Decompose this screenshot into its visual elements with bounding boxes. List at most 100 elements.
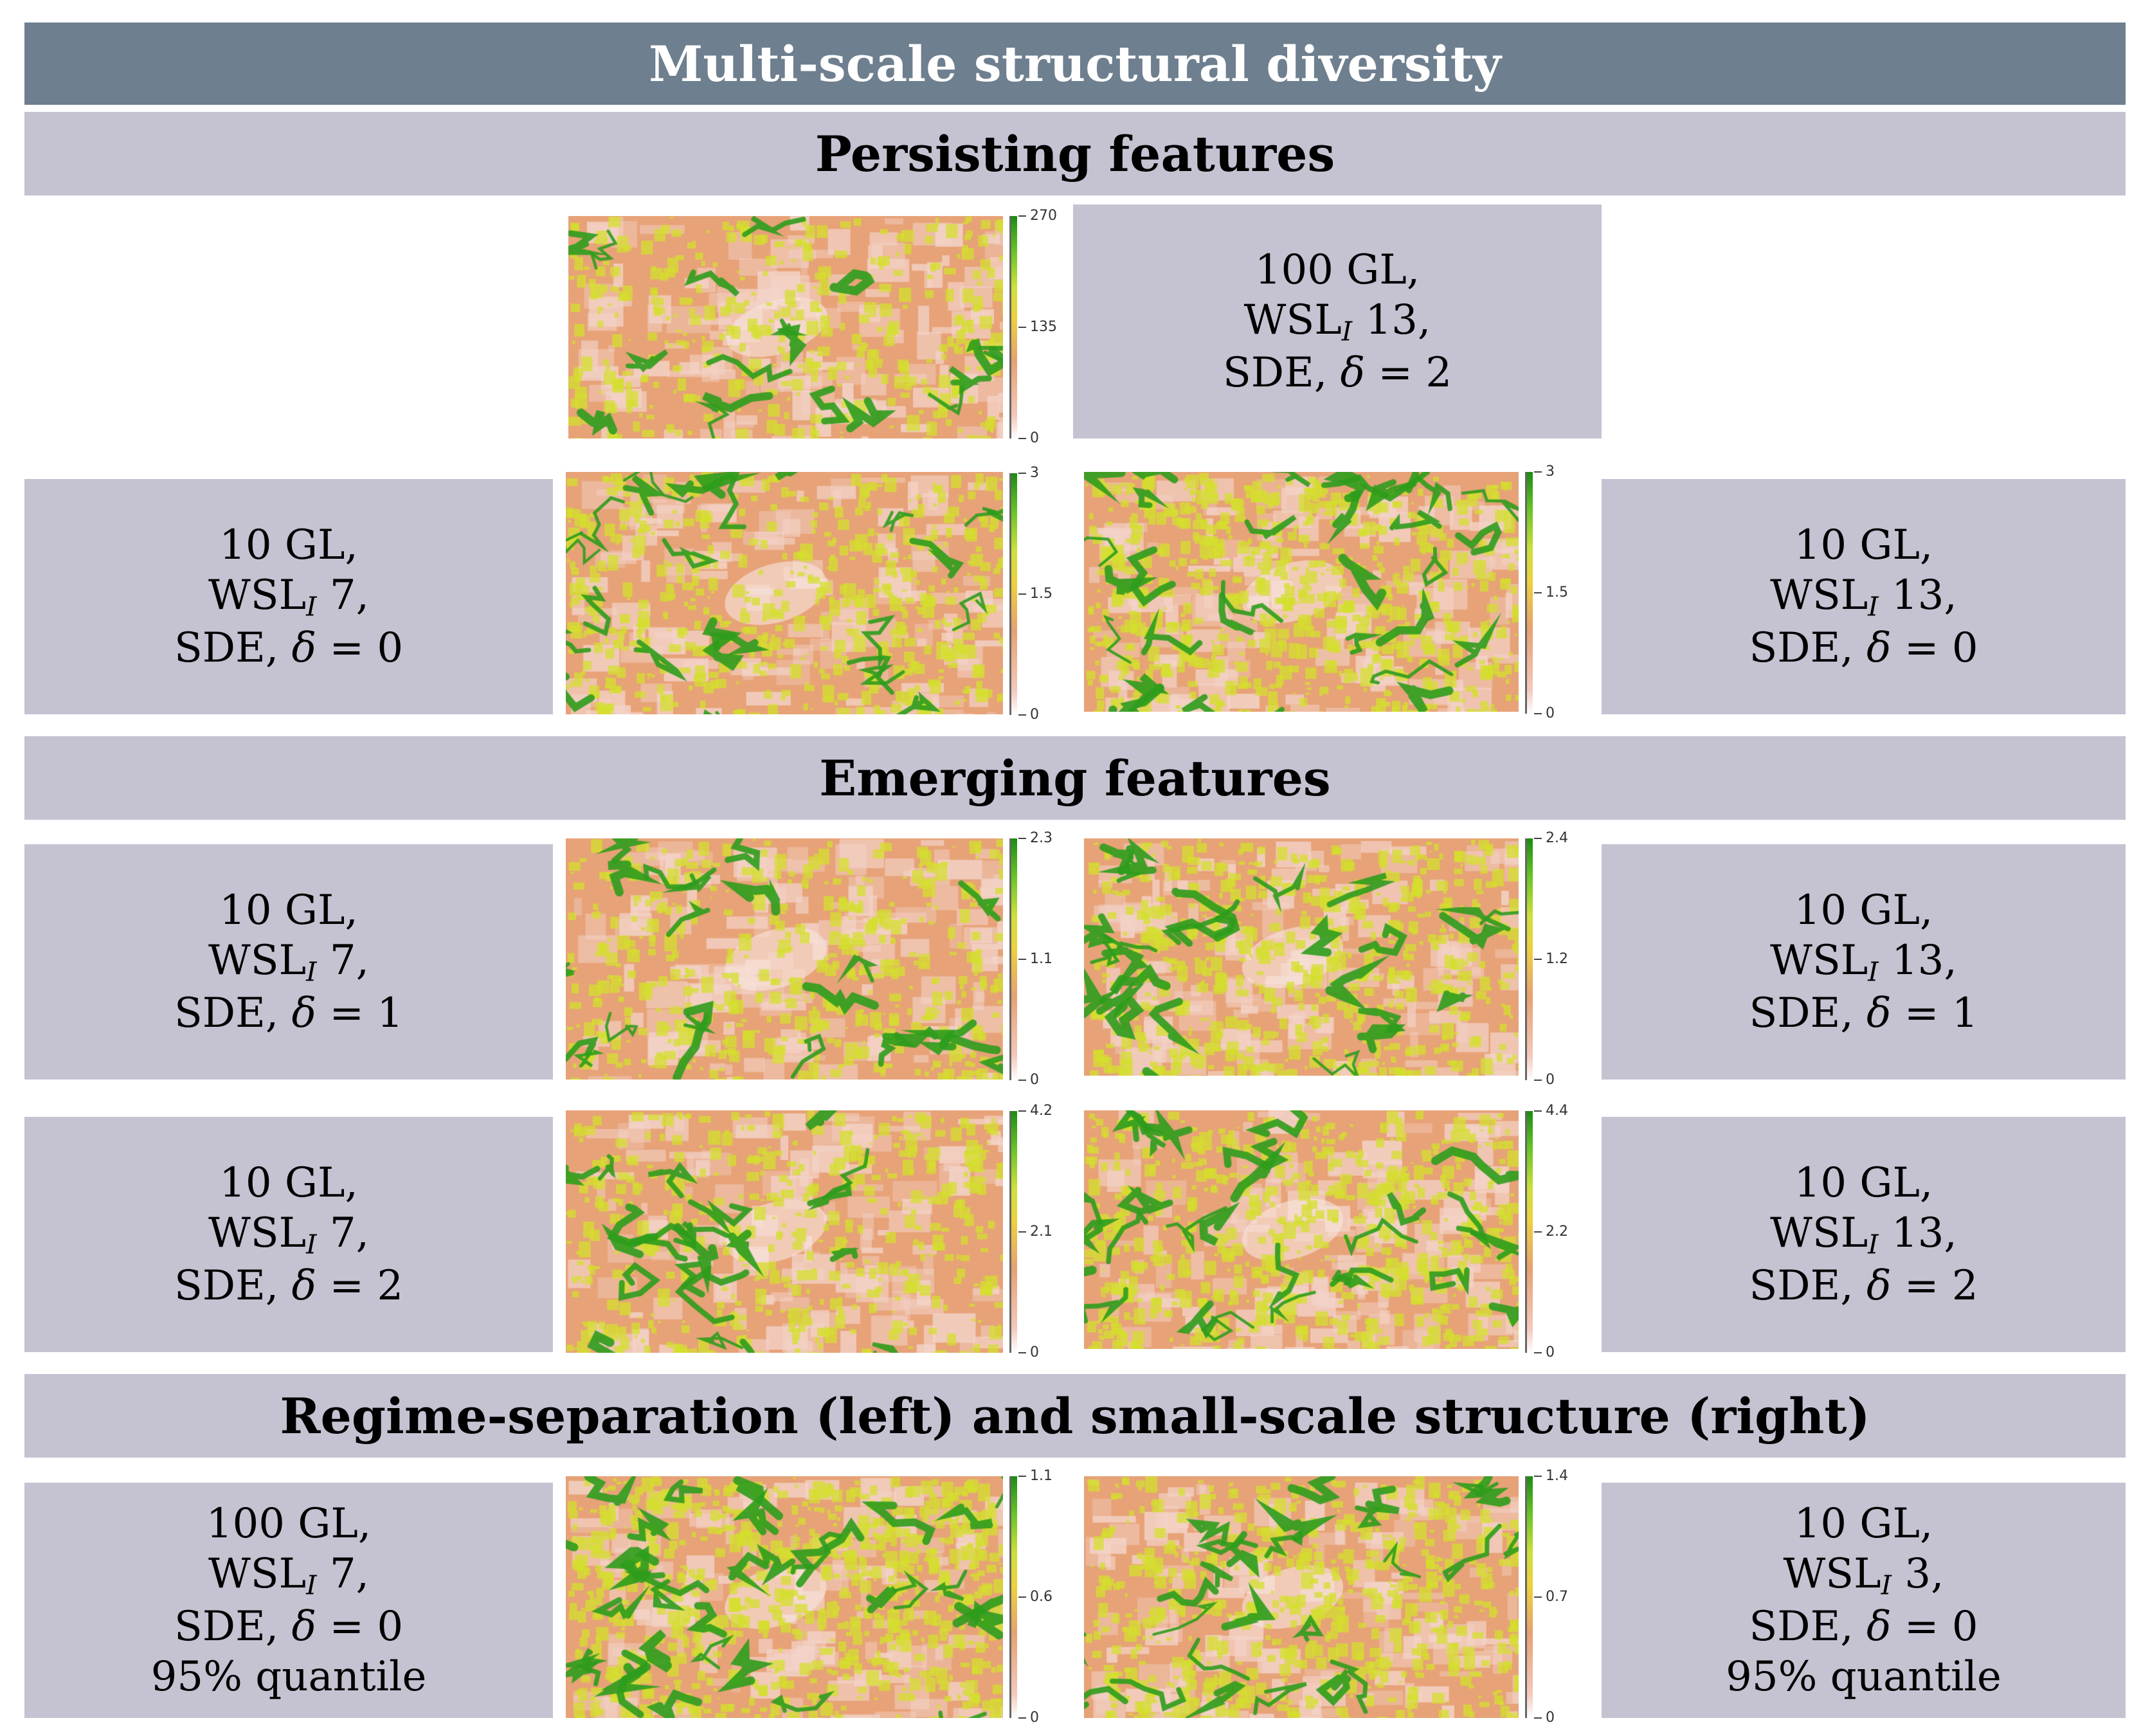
- legend-tick-mid: [1018, 593, 1026, 595]
- window-prefix: WSL: [1243, 296, 1342, 344]
- map-smallscale-10gl-wsl3-d0: [1084, 1476, 1519, 1718]
- legend-color-bar: [1009, 1111, 1017, 1353]
- window-subscript: I: [1881, 1569, 1892, 1601]
- label-line-levels: 10 GL,: [219, 1159, 358, 1207]
- label-line-measure: SDE, δ = 0: [174, 623, 403, 673]
- label-persisting-100gl-wsl13-d2: 100 GL, WSLI 13, SDE, δ = 2: [1073, 204, 1602, 439]
- section-regime-separation: Regime-separation (left) and small-scale…: [24, 1374, 2126, 1458]
- label-line-measure: SDE, δ = 1: [1749, 988, 1978, 1038]
- map-emerging-10gl-wsl7-d1: [566, 838, 1003, 1080]
- window-subscript: I: [306, 590, 317, 622]
- legend-tick-label-mid: 1.5: [1546, 584, 1568, 601]
- legend-tick-mid: [1018, 327, 1026, 328]
- label-line-window: WSLI 13,: [1770, 1208, 1957, 1261]
- delta-symbol: δ: [291, 1603, 317, 1651]
- label-line-window: WSLI 7,: [208, 936, 369, 988]
- label-line-quantile: 95% quantile: [1726, 1653, 2001, 1701]
- legend-tick-label-max: 1.1: [1030, 1468, 1052, 1484]
- legend-smallscale-10gl-wsl3: 1.4 0.7 0: [1521, 1469, 1598, 1726]
- label-smallscale-10gl-wsl3-d0-q95: 10 GL, WSLI 3, SDE, δ = 0 95% quantile: [1602, 1483, 2126, 1718]
- measure-prefix: SDE,: [174, 1603, 292, 1651]
- delta-value: = 1: [316, 990, 404, 1038]
- legend-tick-label-mid: 1.1: [1030, 951, 1052, 967]
- legend-tick-max: [1018, 215, 1026, 217]
- window-size: 7,: [316, 571, 369, 619]
- legend-tick-label-max: 4.2: [1030, 1103, 1052, 1119]
- map-canvas: [1084, 1110, 1519, 1349]
- legend-persisting-100gl: 270 135 0: [1006, 208, 1083, 446]
- legend-tick-label-max: 2.3: [1030, 830, 1052, 846]
- window-size: 13,: [1878, 1209, 1957, 1257]
- legend-tick-label-max: 2.4: [1546, 830, 1568, 846]
- delta-symbol: δ: [1340, 349, 1366, 397]
- window-subscript: I: [306, 1569, 317, 1601]
- window-prefix: WSL: [208, 571, 307, 619]
- label-line-quantile: 95% quantile: [150, 1653, 427, 1701]
- measure-prefix: SDE,: [1749, 990, 1866, 1038]
- label-line-levels: 100 GL,: [206, 1499, 372, 1548]
- label-regime-100gl-wsl7-d0-q95: 100 GL, WSLI 7, SDE, δ = 0 95% quantile: [24, 1483, 553, 1718]
- legend-tick-mid: [1534, 959, 1542, 960]
- legend-emerging-10gl-wsl13-d1: 2.4 1.2 0: [1521, 831, 1598, 1088]
- window-subscript: I: [1868, 955, 1879, 988]
- delta-value: = 0: [316, 624, 404, 673]
- delta-value: = 0: [316, 1603, 404, 1651]
- delta-value: = 0: [1891, 1603, 1978, 1651]
- legend-tick-label-min: 0: [1030, 430, 1039, 446]
- label-persisting-10gl-wsl7-d0: 10 GL, WSLI 7, SDE, δ = 0: [24, 479, 553, 714]
- legend-tick-label-mid: 0.7: [1546, 1589, 1568, 1605]
- label-line-measure: SDE, δ = 0: [1749, 623, 1978, 673]
- window-subscript: I: [1341, 315, 1353, 347]
- delta-value: = 2: [1365, 349, 1452, 397]
- section-emerging-features: Emerging features: [24, 736, 2126, 820]
- legend-tick-max: [1534, 471, 1542, 473]
- legend-color-bar: [1009, 216, 1017, 439]
- legend-persisting-10gl-wsl7: 3 1.5 0: [1006, 466, 1083, 723]
- label-persisting-10gl-wsl13-d0: 10 GL, WSLI 13, SDE, δ = 0: [1602, 479, 2126, 714]
- legend-tick-label-mid: 1.5: [1030, 586, 1052, 602]
- measure-prefix: SDE,: [174, 1262, 292, 1310]
- legend-emerging-10gl-wsl7-d2: 4.2 2.1 0: [1006, 1103, 1083, 1361]
- window-subscript: I: [1868, 1228, 1879, 1260]
- legend-regime-100gl: 1.1 0.6 0: [1006, 1469, 1083, 1726]
- legend-tick-label-min: 0: [1030, 1710, 1039, 1726]
- measure-prefix: SDE,: [1749, 1603, 1866, 1651]
- legend-tick-mid: [1018, 1596, 1026, 1598]
- window-prefix: WSL: [208, 1550, 307, 1598]
- map-persisting-100gl-wsl13-d2: [568, 216, 1003, 439]
- window-size: 3,: [1892, 1550, 1944, 1598]
- legend-tick-max: [1018, 1476, 1026, 1477]
- delta-symbol: δ: [291, 990, 317, 1038]
- label-line-measure: SDE, δ = 2: [1749, 1261, 1978, 1311]
- delta-symbol: δ: [1866, 1262, 1892, 1310]
- label-line-measure: SDE, δ = 2: [1223, 348, 1452, 398]
- legend-color-bar: [1009, 473, 1017, 715]
- map-canvas: [566, 1476, 1003, 1718]
- legend-color-bar: [1009, 838, 1017, 1080]
- label-line-window: WSLI 3,: [1784, 1549, 1944, 1602]
- legend-tick-min: [1534, 1717, 1542, 1719]
- window-prefix: WSL: [1770, 571, 1868, 619]
- legend-tick-min: [1018, 1717, 1026, 1719]
- legend-tick-label-mid: 135: [1030, 319, 1057, 335]
- label-line-window: WSLI 7,: [208, 1549, 369, 1602]
- figure-title: Multi-scale structural diversity: [24, 23, 2126, 105]
- legend-color-bar: [1009, 1476, 1017, 1718]
- label-line-measure: SDE, δ = 1: [174, 988, 403, 1038]
- window-prefix: WSL: [1770, 936, 1868, 984]
- map-canvas: [1084, 472, 1519, 712]
- map-persisting-10gl-wsl13-d0: [1084, 472, 1519, 712]
- label-emerging-10gl-wsl13-d2: 10 GL, WSLI 13, SDE, δ = 2: [1602, 1117, 2126, 1352]
- legend-tick-min: [1534, 1352, 1542, 1353]
- legend-tick-max: [1018, 838, 1026, 839]
- legend-tick-label-mid: 0.6: [1030, 1589, 1052, 1605]
- label-line-window: WSLI 13,: [1770, 570, 1957, 623]
- map-regime-100gl-wsl7-d0: [566, 1476, 1003, 1718]
- label-line-window: WSLI 7,: [208, 1208, 369, 1261]
- legend-tick-max: [1018, 473, 1026, 474]
- map-canvas: [566, 838, 1003, 1080]
- map-emerging-10gl-wsl13-d2: [1084, 1110, 1519, 1349]
- legend-tick-max: [1534, 1476, 1542, 1477]
- delta-value: = 2: [1891, 1262, 1978, 1310]
- window-size: 13,: [1878, 571, 1957, 619]
